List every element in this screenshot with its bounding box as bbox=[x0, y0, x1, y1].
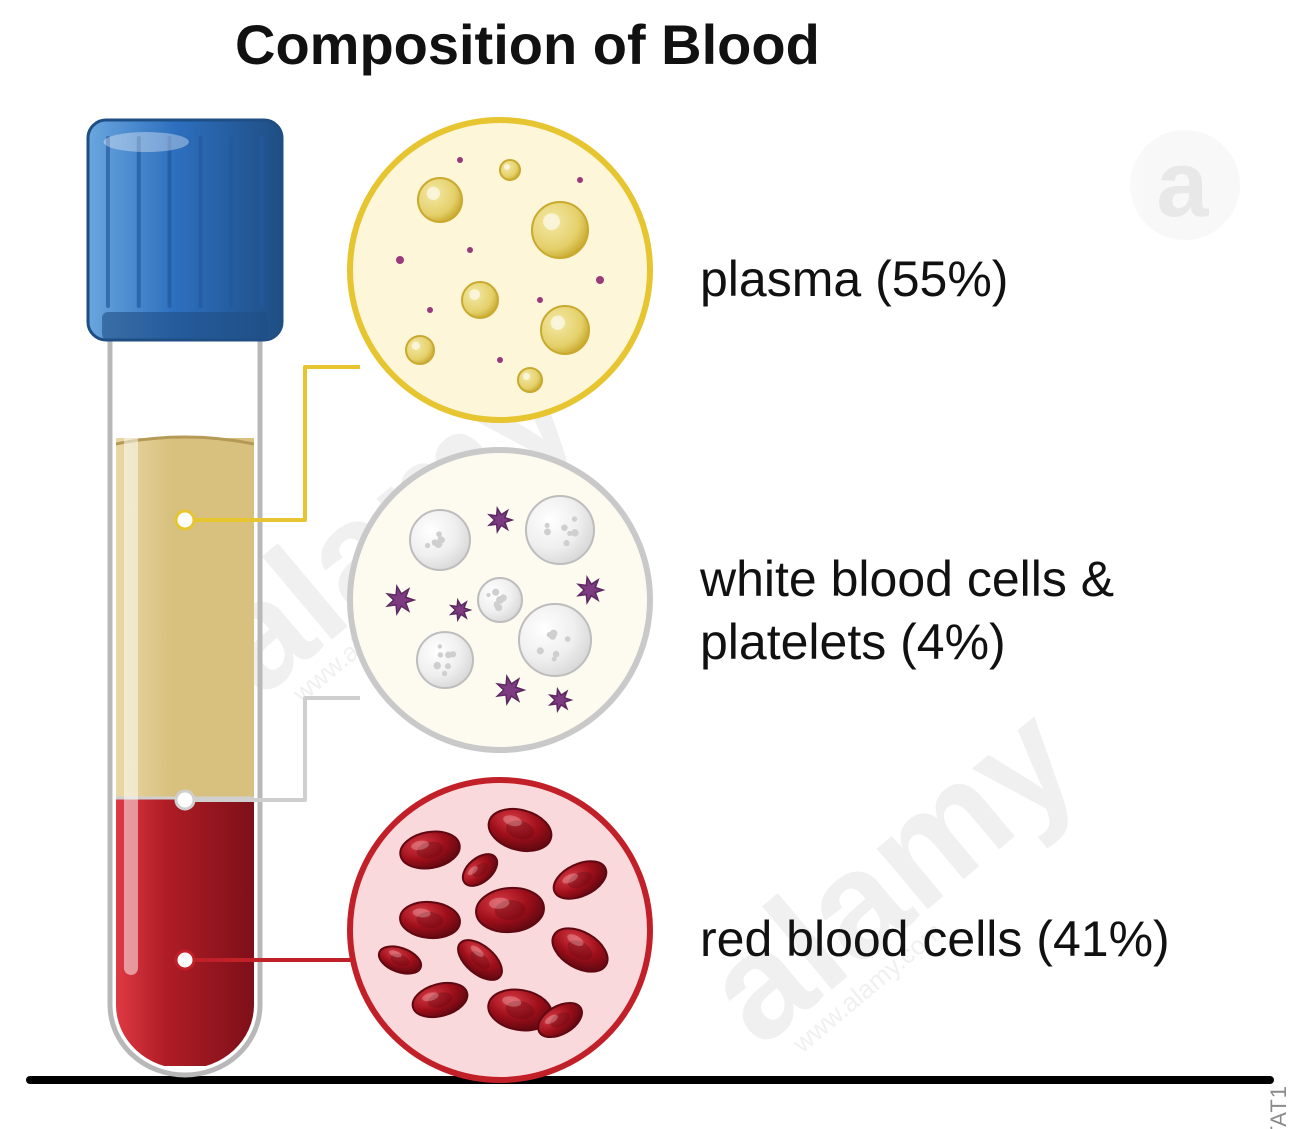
label-wbc: white blood cells & platelets (4%) bbox=[700, 548, 1114, 673]
svg-text:a: a bbox=[1156, 131, 1209, 236]
svg-text:alamy: alamy bbox=[673, 672, 1107, 1074]
label-rbc: red blood cells (41%) bbox=[700, 908, 1170, 971]
label-plasma: plasma (55%) bbox=[700, 248, 1008, 311]
watermark-image-id: Image ID: R1TAT1 bbox=[1266, 1085, 1292, 1129]
test-tube bbox=[88, 120, 282, 1075]
diagram-title: Composition of Blood bbox=[235, 12, 820, 77]
plasma-circle bbox=[350, 120, 650, 420]
rbc-circle bbox=[350, 780, 650, 1080]
wbc-circle bbox=[350, 450, 650, 750]
